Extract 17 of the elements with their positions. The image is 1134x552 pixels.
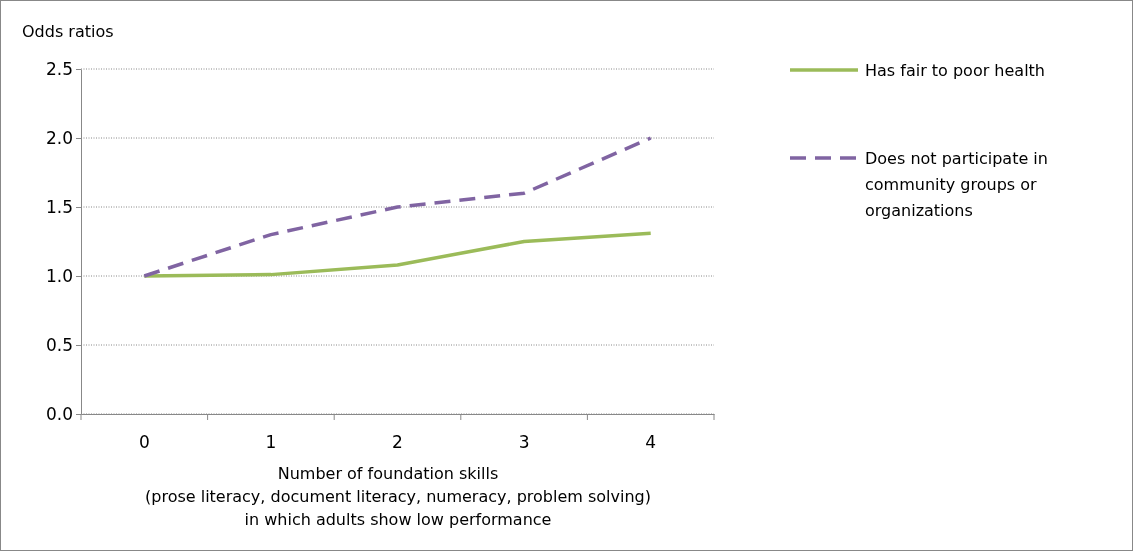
x-axis-title: Number of foundation skills (prose literacy, document literacy, numeracy, problem solving) in which adults show low performance	[145, 464, 651, 529]
y-axis-title: Odds ratios	[22, 22, 114, 41]
legend-label: Does not participate in community groups or organizations	[865, 149, 1048, 220]
y-tick-label: 1.0	[45, 265, 73, 286]
legend-label: Has fair to poor health	[865, 61, 1045, 80]
y-tick-label: 0.5	[45, 334, 73, 355]
x-tick-label: 1	[265, 432, 277, 453]
y-tick-label: 2.5	[45, 58, 73, 79]
line-series	[142, 136, 653, 278]
x-tick-label: 3	[518, 432, 530, 453]
x-tick-label: 2	[392, 432, 403, 453]
y-tick-label: 2.0	[45, 127, 73, 148]
y-tick-label: 0.0	[45, 403, 73, 424]
y-tick-label: 1.5	[45, 196, 73, 217]
x-tick-label: 0	[138, 432, 150, 453]
x-tick-label: 4	[645, 432, 657, 453]
line-series	[142, 231, 653, 278]
